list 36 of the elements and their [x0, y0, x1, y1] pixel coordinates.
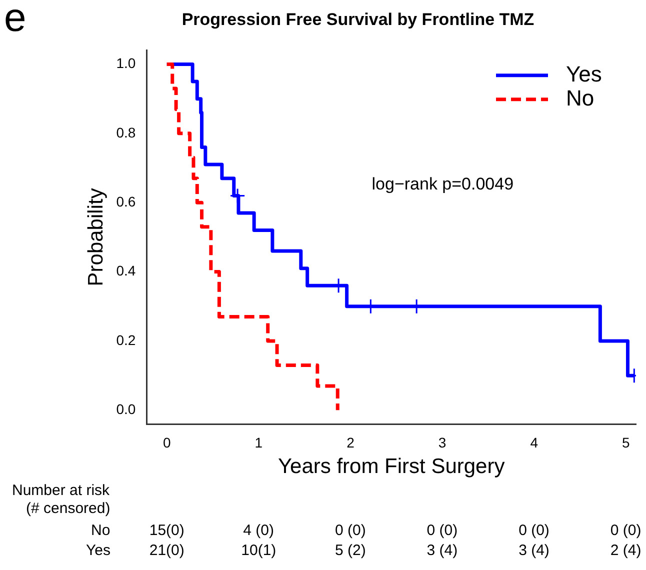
- x-tick-label: 5: [622, 434, 630, 450]
- text: Number at risk: [12, 482, 110, 499]
- x-tick-label: 3: [438, 434, 446, 450]
- text: 3 (4): [426, 542, 458, 559]
- y-axis-title: Probability: [84, 188, 108, 286]
- text: 4 (0): [243, 522, 274, 539]
- x-axis-title: Years from First Surgery: [278, 455, 506, 478]
- text: (# censored): [26, 500, 110, 517]
- y-tick-label: 0.6: [116, 193, 136, 210]
- y-tick-label: 0.2: [116, 332, 136, 348]
- text: 0 (0): [610, 522, 642, 539]
- text: 21(0): [149, 542, 184, 559]
- legend-label: Yes: [566, 61, 602, 86]
- text: 3 (4): [518, 542, 550, 559]
- point: [230, 188, 246, 204]
- text: No: [91, 522, 110, 539]
- text: 0 (0): [518, 522, 550, 539]
- text: Yes: [86, 542, 110, 559]
- legend-label: No: [566, 85, 594, 110]
- text: 2 (4): [610, 542, 642, 559]
- y-tick-label: 0.4: [116, 262, 136, 279]
- text: 5 (2): [334, 542, 366, 559]
- chart-title: Progression Free Survival by Frontline TMZ: [182, 10, 534, 29]
- text: 0 (0): [426, 522, 458, 539]
- x-tick-label: 0: [162, 434, 171, 450]
- y-tick-label: 1.0: [116, 55, 136, 72]
- x-tick-label: 1: [254, 434, 263, 450]
- x-tick-label: 4: [530, 434, 538, 450]
- text: 0 (0): [334, 522, 366, 539]
- annotation: log−rank p=0.0049: [372, 174, 514, 194]
- text: 10(1): [241, 542, 276, 559]
- x-tick-label: 2: [346, 434, 355, 450]
- text: e: [4, 0, 26, 41]
- y-tick-label: 0.8: [116, 124, 136, 140]
- y-tick-label: 0.0: [116, 401, 136, 418]
- text: 15(0): [149, 522, 184, 539]
